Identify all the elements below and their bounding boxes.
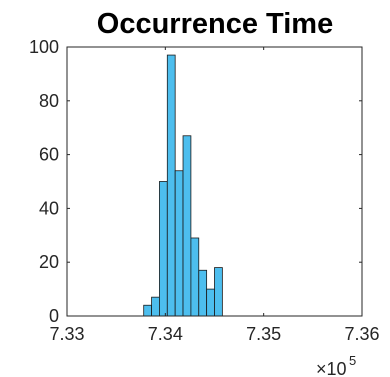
x-exponent-label: ×10 5 [316, 353, 356, 377]
histogram-bar-2 [151, 296, 160, 317]
y-tick-label-1: 20 [39, 252, 59, 272]
x-tick-label-3: 7.36 [344, 324, 379, 344]
x-exponent-power: 5 [349, 353, 356, 368]
histogram-bar-10 [214, 267, 223, 317]
histogram-bar-4 [166, 54, 176, 317]
histogram-bar-9 [206, 288, 215, 317]
x-tick-label-1: 7.34 [148, 324, 183, 344]
histogram-bar-3 [159, 181, 168, 317]
histogram-bar-6 [182, 135, 192, 317]
histogram-bar-1 [143, 304, 152, 317]
chart-title: Occurrence Time [97, 8, 333, 40]
y-tick-label-0: 0 [49, 306, 59, 326]
y-tick-label-4: 80 [39, 91, 59, 111]
axes-box [66, 46, 363, 317]
y-tick-label-3: 60 [39, 145, 59, 165]
x-exponent-base: ×10 [316, 359, 347, 377]
axes [66, 46, 363, 317]
histogram-bar-8 [198, 269, 208, 317]
histogram-bars [143, 54, 223, 317]
histogram-bar-5 [174, 170, 184, 317]
histogram-bar-7 [190, 237, 200, 317]
x-tick-label-0: 7.33 [49, 324, 84, 344]
tick-labels: 7.33 7.34 7.35 7.36 0 20 40 60 80 100 [29, 37, 380, 344]
x-tick-label-2: 7.35 [246, 324, 281, 344]
y-tick-label-5: 100 [29, 37, 59, 57]
y-tick-label-2: 40 [39, 198, 59, 218]
